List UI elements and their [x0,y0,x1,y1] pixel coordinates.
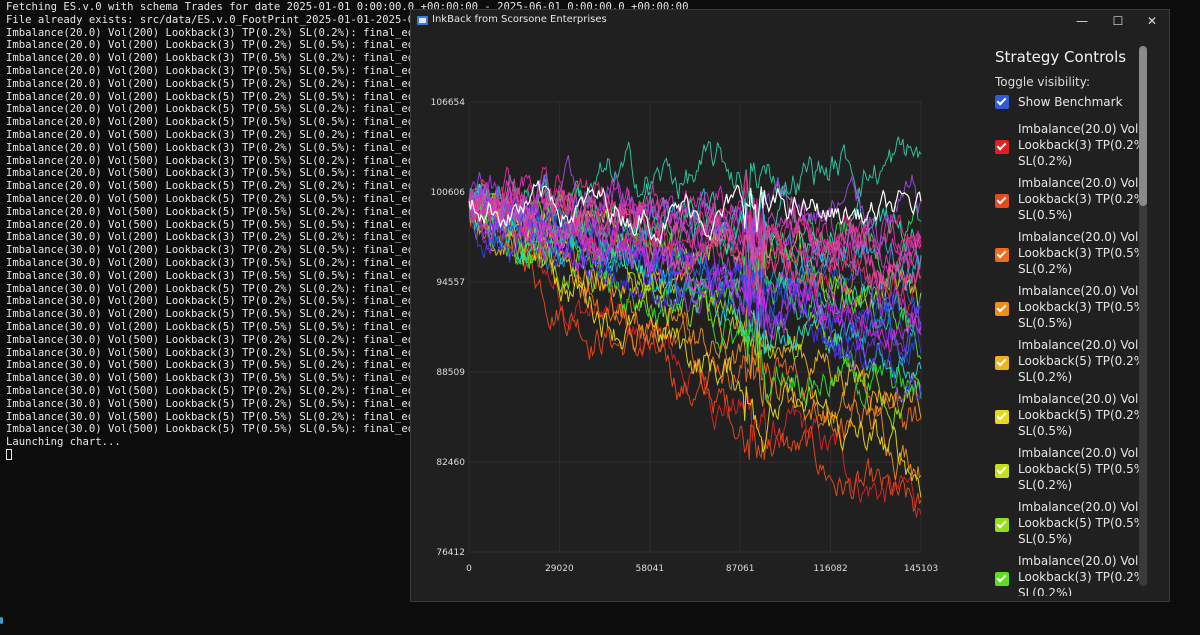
app-window-icon [417,16,428,25]
toggle-label: Show Benchmark [1018,95,1123,109]
toggle-strategy[interactable]: Imbalance(20.0) Vol(200 Lookback(5) TP(0… [995,391,1147,445]
y-tick-label: 76412 [436,548,465,558]
terminal-line: Imbalance(30.0) Vol(200) Lookback(3) TP(… [6,231,504,244]
y-tick-label: 106654 [431,98,466,108]
toggle-label: Imbalance(20.0) Vol(200 Lookback(5) TP(0… [1018,446,1147,492]
strategy-equity-line [468,166,922,261]
x-tick-label: 29020 [545,564,574,574]
terminal-line: File already exists: src/data/ES.v.0_Foo… [6,13,504,26]
terminal-line: Launching chart... [6,436,121,449]
close-icon: ✕ [1146,14,1158,28]
checkbox-checked[interactable] [995,302,1009,316]
terminal-line: Imbalance(30.0) Vol(500) Lookback(3) TP(… [6,372,504,385]
toggle-label: Imbalance(20.0) Vol(200 Lookback(5) TP(0… [1018,500,1147,546]
maximize-button[interactable]: ☐ [1101,10,1135,32]
checkbox-checked[interactable] [995,464,1009,478]
checkbox-checked[interactable] [995,95,1009,109]
toggle-strategy[interactable]: Imbalance(20.0) Vol(200 Lookback(5) TP(0… [995,445,1147,499]
x-tick-label: 145103 [904,564,938,574]
terminal-edge-indicator [0,617,3,624]
toggle-label: Imbalance(20.0) Vol(200 Lookback(3) TP(0… [1018,284,1147,330]
toggle-label: Imbalance(20.0) Vol(200 Lookback(5) TP(0… [1018,338,1147,384]
toggle-strategy[interactable]: Imbalance(20.0) Vol(200 Lookback(3) TP(0… [995,283,1147,337]
y-tick-label: 88509 [436,368,465,378]
toggle-label: Imbalance(20.0) Vol(200 Lookback(3) TP(0… [1018,122,1147,168]
window-title: InkBack from Scorsone Enterprises [432,14,607,25]
strategy-equity-line [468,200,922,354]
strategy-equity-line [468,189,922,305]
toggle-strategy[interactable]: Imbalance(20.0) Vol(200 Lookback(5) TP(0… [995,337,1147,391]
checkbox-checked[interactable] [995,356,1009,370]
toggle-benchmark[interactable]: Show Benchmark [995,94,1147,121]
scrollbar-thumb[interactable] [1139,46,1147,206]
y-tick-label: 94557 [436,278,465,288]
toggle-strategy[interactable]: Imbalance(20.0) Vol(200 Lookback(3) TP(0… [995,121,1147,175]
strategy-equity-line [468,154,922,254]
toggle-visibility-label: Toggle visibility: [995,75,1091,89]
strategy-equity-line [468,186,922,281]
terminal-line: Imbalance(20.0) Vol(200) Lookback(5) TP(… [6,116,504,129]
minimize-icon: — [1076,14,1088,28]
strategy-equity-line [468,192,922,373]
strategy-equity-line [468,175,922,350]
checkbox-checked[interactable] [995,410,1009,424]
strategy-equity-line [468,192,922,498]
checkbox-checked[interactable] [995,572,1009,586]
strategy-toggle-list: Show Benchmark Imbalance(20.0) Vol(200 Lo… [995,94,1147,596]
toggle-label: Imbalance(20.0) Vol(200 Lookback(5) TP(0… [1018,392,1147,438]
strategy-equity-line [468,178,922,513]
toggle-strategy[interactable]: Imbalance(20.0) Vol(200 Lookback(5) TP(0… [995,499,1147,553]
strategy-equity-line [468,182,922,353]
benchmark-line [468,180,922,246]
x-tick-label: 116082 [813,564,847,574]
toggle-strategy[interactable]: Imbalance(20.0) Vol(200 Lookback(3) TP(0… [995,175,1147,229]
strategy-controls-panel: Strategy Controls Toggle visibility: Sho… [995,46,1155,596]
sidebar-scrollbar[interactable] [1139,46,1147,586]
strategy-equity-line [468,178,922,291]
checkbox-checked[interactable] [995,194,1009,208]
maximize-icon: ☐ [1112,14,1124,28]
close-button[interactable]: ✕ [1135,10,1169,32]
inkback-app-window[interactable]: InkBack from Scorsone Enterprises — ☐ ✕ … [410,9,1170,602]
checkbox-checked[interactable] [995,140,1009,154]
panel-title: Strategy Controls [995,48,1127,66]
strategy-equity-line [468,186,922,314]
checkbox-checked[interactable] [995,518,1009,532]
terminal-line: Imbalance(30.0) Vol(200) Lookback(5) TP(… [6,308,504,321]
toggle-strategy[interactable]: Imbalance(20.0) Vol(200 Lookback(3) TP(0… [995,229,1147,283]
equity-chart[interactable]: 0 29020 58041 87061 116082 145103 76412 82460 88… [411,32,971,600]
toggle-label: Imbalance(20.0) Vol(200 Lookback(3) TP(0… [1018,230,1147,276]
strategy-equity-line [468,174,922,285]
strategy-equity-line [468,188,922,367]
y-tick-label: 100606 [431,188,466,198]
x-tick-label: 87061 [726,564,755,574]
x-tick-label: 58041 [635,564,664,574]
minimize-button[interactable]: — [1065,10,1099,32]
x-tick-label: 0 [466,564,472,574]
y-tick-label: 82460 [436,458,465,468]
title-bar[interactable]: InkBack from Scorsone Enterprises — ☐ ✕ [411,10,1169,32]
checkbox-checked[interactable] [995,248,1009,262]
toggle-label: Imbalance(20.0) Vol(200 Lookback(3) TP(0… [1018,176,1147,222]
toggle-strategy[interactable]: Imbalance(20.0) Vol(500 Lookback(3) TP(0… [995,553,1147,596]
terminal-cursor [6,448,12,460]
toggle-label: Imbalance(20.0) Vol(500 Lookback(3) TP(0… [1018,554,1147,596]
